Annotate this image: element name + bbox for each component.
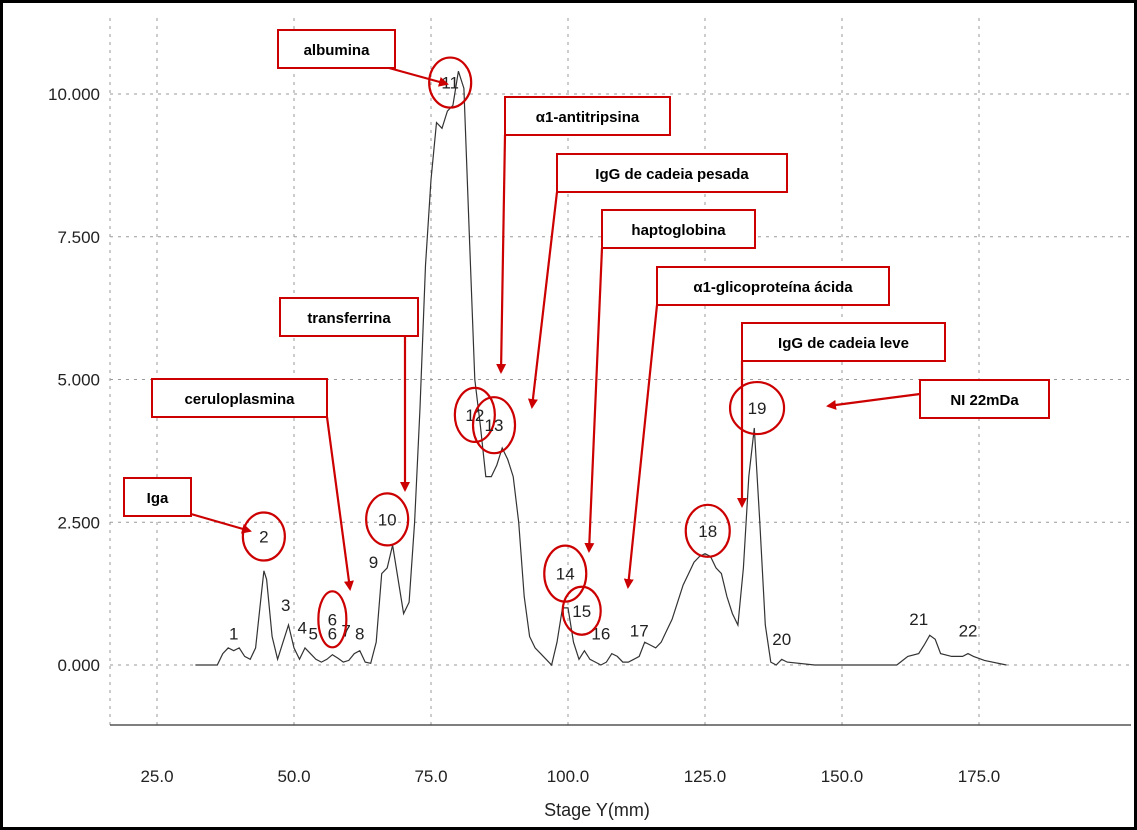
annotation-arrow xyxy=(826,392,921,410)
series xyxy=(195,71,1007,667)
annotation-arrow xyxy=(584,247,604,553)
annotation-label: IgG de cadeia pesada xyxy=(595,166,749,183)
density-trace xyxy=(195,71,1007,667)
annotation-box xyxy=(656,266,890,306)
peak-number: 3 xyxy=(281,596,290,615)
annotation-label: albumina xyxy=(304,42,371,59)
annotation-label: α1-glicoproteína ácida xyxy=(693,279,853,296)
x-tick-labels: 25.0 50.0 75.0 100.0 125.0 150.0 175.0 xyxy=(140,767,1000,786)
annotation-box xyxy=(151,378,328,418)
peak-circle xyxy=(728,380,786,436)
peak-circle xyxy=(471,396,517,455)
peak-circle-number: 15 xyxy=(572,602,591,621)
annotation-arrow xyxy=(527,191,559,409)
x-axis-label: Stage Y(mm) xyxy=(544,800,650,820)
peak-number: 21 xyxy=(909,610,928,629)
peak-number: 22 xyxy=(959,621,978,640)
annotation-arrow xyxy=(623,304,659,589)
peak-circle xyxy=(241,511,286,562)
annotation-box xyxy=(741,322,946,362)
x-tick-label: 75.0 xyxy=(414,767,447,786)
x-tick-label: 50.0 xyxy=(277,767,310,786)
annotation-arrow xyxy=(388,66,449,87)
annotation-label: α1-antitripsina xyxy=(536,109,640,126)
peak-circle xyxy=(684,503,731,558)
annotation-label: haptoglobina xyxy=(631,222,726,239)
peak-number: 20 xyxy=(772,630,791,649)
peak-number: 16 xyxy=(591,624,610,643)
annotation-box xyxy=(504,96,671,136)
annotation-box xyxy=(279,297,419,337)
y-tick-label: 10.000 xyxy=(48,85,100,104)
peak-number: 5 xyxy=(308,624,317,643)
y-tick-labels: 0.000 2.500 5.000 7.500 10.000 xyxy=(48,85,100,675)
peak-circle xyxy=(561,585,602,636)
y-tick-label: 2.500 xyxy=(57,513,100,532)
peak-circle-number: 19 xyxy=(748,399,767,418)
peak-circle xyxy=(365,492,410,547)
annotation-box xyxy=(919,379,1050,419)
annotation-label: NI 22mDa xyxy=(950,392,1019,409)
x-tick-label: 25.0 xyxy=(140,767,173,786)
annotation-arrow xyxy=(325,416,354,591)
annotation-box xyxy=(277,29,396,69)
peak-number: 1 xyxy=(229,624,238,643)
x-tick-label: 100.0 xyxy=(547,767,590,786)
annotation-label: Iga xyxy=(147,490,169,507)
annotation-arrow xyxy=(190,512,252,534)
peak-number: 9 xyxy=(369,553,378,572)
annotation-label: transferrina xyxy=(307,310,391,327)
peak-circle-number: 6 xyxy=(328,610,337,629)
peak-number: 8 xyxy=(355,624,364,643)
peak-circle xyxy=(317,590,348,649)
annotation-box xyxy=(601,209,756,249)
peak-number: 6 xyxy=(328,624,337,643)
annotation-box xyxy=(123,477,192,517)
y-tick-label: 0.000 xyxy=(57,656,100,675)
peak-circle-number: 10 xyxy=(378,510,397,529)
x-tick-label: 175.0 xyxy=(958,767,1001,786)
peak-circle-number: 18 xyxy=(698,522,717,541)
annotation-label: ceruloplasmina xyxy=(184,391,295,408)
peak-circle-number: 2 xyxy=(259,528,268,547)
annotation-arrow xyxy=(496,134,507,374)
annotation-box xyxy=(556,153,788,193)
peak-circle-number: 13 xyxy=(485,416,504,435)
annotation-label: IgG de cadeia leve xyxy=(778,335,909,352)
peak-circle xyxy=(453,386,496,444)
y-tick-label: 5.000 xyxy=(57,371,100,390)
peak-number: 4 xyxy=(297,619,306,638)
x-tick-label: 125.0 xyxy=(684,767,727,786)
x-tick-label: 150.0 xyxy=(821,767,864,786)
annotations: albumina α1-antitripsina IgG de cadeia pes… xyxy=(123,29,1050,591)
y-tick-label: 7.500 xyxy=(57,228,100,247)
peak-circle xyxy=(428,56,473,109)
peak-number: 17 xyxy=(630,621,649,640)
peak-circle-number: 14 xyxy=(556,565,575,584)
peak-circle xyxy=(543,544,588,603)
